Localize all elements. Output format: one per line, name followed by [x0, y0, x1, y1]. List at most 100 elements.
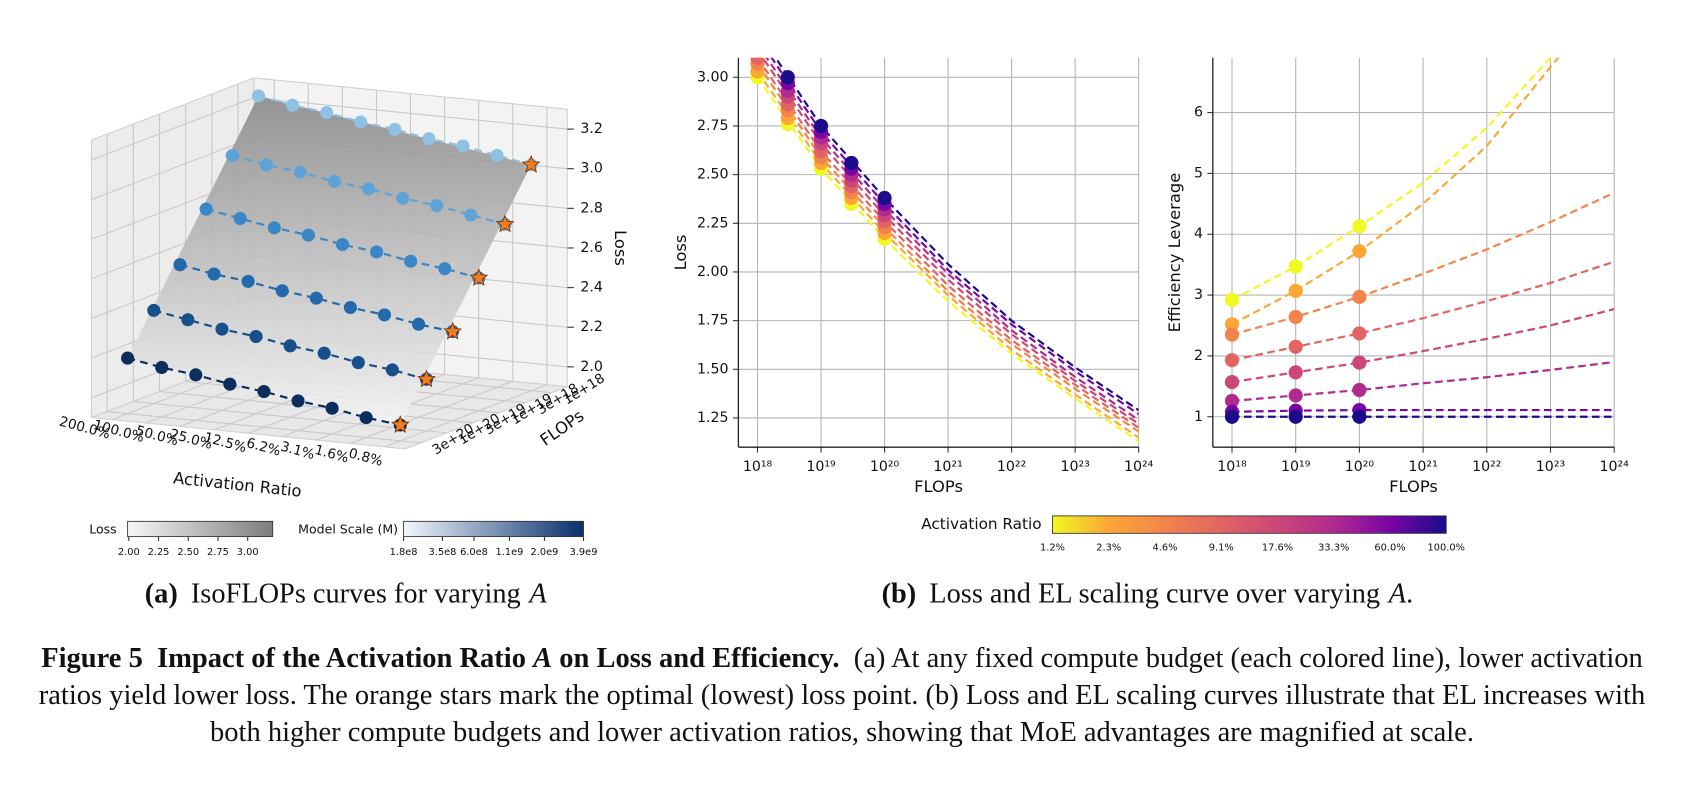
- point: [750, 57, 765, 65]
- y-tick-label: 2.00: [697, 264, 729, 280]
- point: [1352, 355, 1367, 370]
- x-tick-label: 3.1%: [279, 439, 317, 463]
- x-tick-label: 10²⁴: [1600, 459, 1630, 475]
- caption-text: (a) At any fixed compute budget (each co…: [38, 643, 1646, 748]
- point: [385, 363, 399, 377]
- floor-grid-line: [384, 384, 548, 448]
- colorbar-label: Activation Ratio: [921, 515, 1041, 533]
- point: [121, 351, 135, 365]
- z-axis-label: Loss: [611, 230, 630, 266]
- caption-title: Impact of the Activation Ratio A on Loss…: [157, 643, 839, 674]
- point: [155, 360, 169, 374]
- colorbar-tick-label: 3.9e9: [570, 547, 598, 558]
- x-tick-label: 6.2%: [245, 435, 283, 459]
- point: [1352, 326, 1367, 341]
- x-tick-label: 10²¹: [1408, 459, 1437, 475]
- subcaption-variable: A: [1387, 578, 1407, 609]
- y-tick-label: 6: [1194, 105, 1203, 121]
- point: [1288, 259, 1303, 274]
- point: [1288, 365, 1303, 380]
- point: [1352, 219, 1367, 234]
- point: [233, 211, 247, 225]
- colorbar-tick-label: 33.3%: [1318, 543, 1349, 554]
- colorbar-tick-label: 1.1e9: [496, 547, 524, 558]
- z-grid-line: [91, 97, 254, 161]
- x-tick-label: 10²⁰: [1345, 459, 1375, 475]
- point: [438, 262, 452, 276]
- point: [490, 148, 504, 162]
- point: [257, 384, 271, 399]
- point: [877, 190, 892, 206]
- y-tick-label: 5: [1194, 165, 1203, 181]
- colorbar: [127, 520, 274, 538]
- point: [780, 70, 795, 85]
- y-tick-label: 4: [1194, 226, 1203, 242]
- x-tick-label: 10¹⁹: [1281, 459, 1311, 475]
- y-tick-label: 3: [1194, 287, 1203, 303]
- colorbar-tick-label: 3.5e8: [429, 547, 457, 558]
- point: [1288, 283, 1303, 298]
- colorbar-label: Loss: [89, 522, 117, 537]
- point: [750, 37, 764, 51]
- figure-caption: Figure 5 Impact of the Activation Ratio …: [30, 640, 1654, 751]
- point: [377, 308, 392, 322]
- point: [293, 165, 308, 179]
- point: [388, 122, 402, 136]
- point: [147, 303, 161, 317]
- point: [813, 118, 829, 134]
- optimal-star: [495, 214, 515, 233]
- colorbar-tick-label: 2.50: [177, 547, 199, 558]
- point: [267, 221, 281, 235]
- point: [1224, 353, 1240, 368]
- point: [320, 106, 334, 120]
- point: [189, 368, 203, 382]
- floor-grid-line: [350, 380, 513, 444]
- point: [750, 29, 764, 43]
- x-tick-label: 10¹⁸: [1217, 459, 1247, 475]
- point: [750, 23, 764, 37]
- colorbar-tick-label: 2.25: [148, 547, 170, 558]
- colorbar-tick-label: 2.3%: [1096, 543, 1121, 554]
- point: [286, 98, 300, 112]
- x-axis-label: FLOPs: [1389, 477, 1438, 496]
- x-tick-label: 10²³: [1536, 459, 1565, 475]
- point: [359, 411, 373, 425]
- point: [225, 148, 239, 162]
- floor-grid-line: [107, 410, 421, 444]
- point: [215, 322, 229, 336]
- subcaption-a: (a) IsoFLOPs curves for varying A: [145, 578, 548, 609]
- point: [199, 202, 213, 216]
- colorbar-tick-label: 4.6%: [1153, 543, 1178, 554]
- colorbar-tick-label: 1.8e8: [390, 547, 418, 558]
- y-tick-label: 1.50: [697, 361, 729, 377]
- point: [1352, 289, 1367, 304]
- subcaption-variable: A: [527, 578, 547, 609]
- point: [317, 346, 331, 360]
- optimal-star: [390, 415, 410, 433]
- subcaption-end: .: [1406, 578, 1413, 609]
- z-grid-line: [91, 136, 254, 201]
- z-tick-label: 2.2: [580, 319, 603, 335]
- y-tick-label: 2.75: [697, 118, 729, 134]
- point: [291, 394, 305, 408]
- point: [396, 191, 410, 205]
- point: [241, 274, 255, 288]
- colorbar-tick-label: 100.0%: [1428, 543, 1465, 554]
- colorbar-label: Model Scale (M): [298, 522, 398, 537]
- point: [301, 228, 315, 242]
- caption-variable: A: [533, 643, 553, 674]
- floor-grid-line: [159, 390, 474, 424]
- point: [464, 208, 478, 222]
- point: [354, 115, 368, 129]
- y-tick-label: 2: [1194, 348, 1203, 364]
- point: [1224, 409, 1240, 424]
- point: [1288, 409, 1303, 424]
- point: [328, 174, 342, 189]
- point: [404, 254, 418, 268]
- colorbar-tick-label: 2.75: [207, 547, 229, 558]
- point: [309, 291, 323, 305]
- point: [1352, 382, 1367, 398]
- z-tick-label: 2.6: [580, 240, 603, 256]
- colorbar-tick-label: 1.2%: [1040, 543, 1065, 554]
